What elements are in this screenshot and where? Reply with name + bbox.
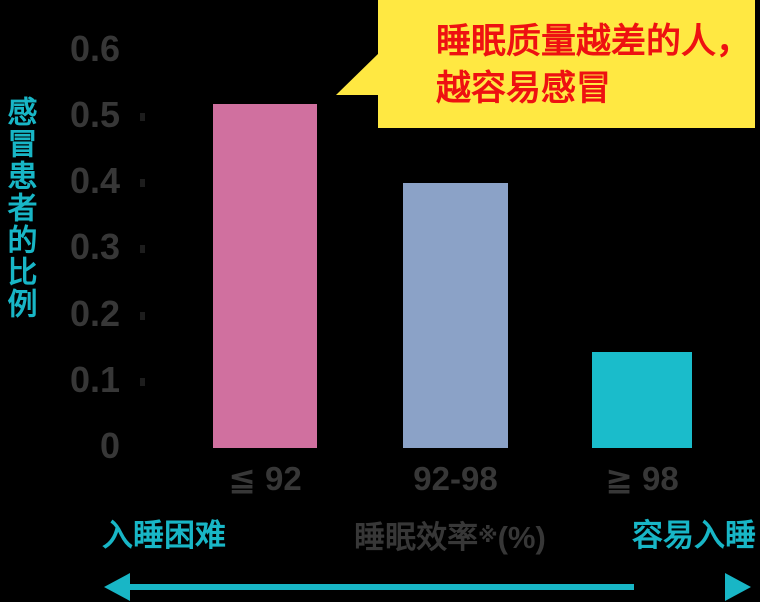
callout-text: 睡眠质量越差的人， 越容易感冒	[436, 18, 751, 112]
y-tick-label: 0.1	[69, 358, 120, 400]
x-category-label: ≦ 92	[228, 460, 302, 497]
x-category-label: ≧ 98	[605, 460, 679, 497]
y-tick-label: 0.3	[69, 226, 120, 268]
y-tick-label: 0.6	[69, 27, 120, 69]
arrow-left-head-icon	[104, 573, 130, 601]
y-tick-mark	[140, 113, 145, 121]
x-axis-title-unit: (%)	[497, 520, 546, 555]
bar-≧ 98	[592, 352, 692, 448]
arrow-right-head-icon	[725, 573, 751, 601]
right-axis-note: 容易入睡	[632, 518, 756, 553]
y-tick-mark	[140, 377, 145, 386]
reference-mark: ※	[478, 525, 498, 547]
axis-arrow-line	[122, 584, 634, 590]
x-category-label: 92-98	[413, 460, 498, 497]
callout-bubble: 睡眠质量越差的人， 越容易感冒	[378, 0, 755, 128]
y-tick-mark	[140, 311, 145, 320]
y-tick-label: 0.4	[69, 160, 120, 202]
callout-tail	[336, 52, 380, 95]
callout-line-1: 睡眠质量越差的人，	[436, 22, 752, 61]
x-axis-title: 睡眠效率※(%)	[348, 519, 552, 555]
y-tick-label: 0.2	[69, 292, 120, 334]
y-tick-mark	[140, 245, 145, 254]
y-axis-title: 感冒患者的比例	[2, 96, 36, 320]
y-tick-label: 0.5	[69, 94, 120, 135]
x-axis-title-main: 睡眠效率	[354, 520, 479, 555]
bar-92-98	[403, 183, 508, 448]
left-axis-note: 入睡困难	[102, 518, 226, 553]
bar-≦ 92	[213, 104, 317, 448]
callout-line-2: 越容易感冒	[436, 69, 612, 108]
y-tick-mark	[140, 179, 145, 188]
y-tick-label: 0	[99, 425, 120, 466]
